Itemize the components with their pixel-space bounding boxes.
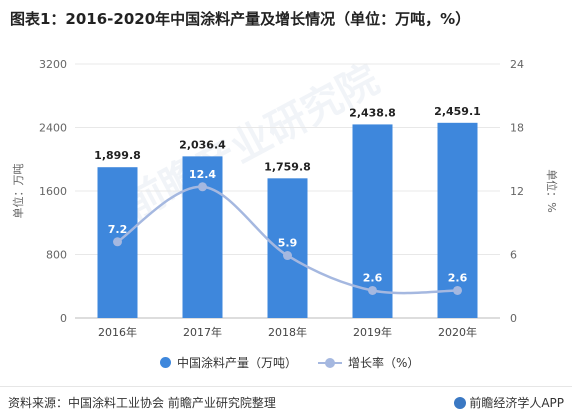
growth-point: [113, 237, 122, 247]
y2-tick-label: 24: [510, 58, 524, 71]
bar-value-label: 2,036.4: [179, 138, 226, 151]
y2-tick-label: 18: [510, 122, 524, 135]
growth-value-label: 5.9: [278, 237, 298, 250]
y-tick-label: 0: [60, 312, 67, 325]
growth-value-label: 2.6: [363, 271, 383, 284]
y-axis-title: 单位：万吨: [11, 164, 25, 219]
footer-divider: [0, 386, 572, 387]
growth-point: [368, 285, 377, 295]
y-tick-label: 1600: [39, 185, 67, 198]
x-tick-label: 2017年: [183, 325, 222, 339]
legend-line-swatch: [318, 357, 342, 368]
y2-tick-label: 0: [510, 312, 517, 325]
y-tick-label: 2400: [39, 122, 67, 135]
chart-title: 图表1：2016-2020年中国涂料产量及增长情况（单位：万吨，%）: [10, 10, 471, 28]
x-tick-label: 2020年: [438, 325, 477, 339]
footer: 资料来源：中国涂料工业协会 前瞻产业研究院整理 前瞻经济学人APP: [0, 382, 572, 420]
legend-bar-label: 中国涂料产量（万吨）: [177, 356, 298, 370]
growth-point: [198, 182, 207, 192]
bar-value-label: 2,459.1: [434, 105, 481, 118]
y2-tick-label: 6: [510, 249, 517, 262]
bar-value-label: 2,438.8: [349, 106, 396, 119]
growth-value-label: 2.6: [448, 271, 468, 284]
brand: 前瞻经济学人APP: [454, 394, 564, 411]
x-tick-label: 2019年: [353, 325, 392, 339]
y-tick-label: 800: [46, 249, 67, 262]
x-tick-label: 2016年: [98, 325, 137, 339]
legend-line-label: 增长率（%）: [348, 356, 420, 370]
source-text: 资料来源：中国涂料工业协会 前瞻产业研究院整理: [8, 396, 276, 410]
y2-tick-label: 12: [510, 185, 524, 198]
brand-logo-icon: [454, 397, 467, 409]
bar: [352, 124, 393, 318]
x-tick-label: 2018年: [268, 325, 307, 339]
bar: [267, 178, 308, 318]
bar-value-label: 1,899.8: [94, 149, 141, 162]
legend-item-bar: 中国涂料产量（万吨）: [160, 354, 297, 371]
chart: 0 800 1600 2400 3200 0 6 12 18 24 单位：万吨 单位：% 1,899.8…: [11, 58, 559, 339]
legend-item-line: 增长率（%）: [318, 354, 419, 371]
y-tick-label: 3200: [39, 58, 67, 71]
growth-point: [453, 285, 462, 295]
legend-bar-swatch: [160, 357, 171, 368]
brand-text: 前瞻经济学人APP: [469, 396, 564, 410]
growth-value-label: 7.2: [108, 223, 128, 236]
bar-value-label: 1,759.8: [264, 160, 311, 173]
legend: 中国涂料产量（万吨） 增长率（%）: [0, 354, 572, 374]
y2-axis-title: 单位：%: [545, 169, 559, 212]
growth-point: [283, 251, 292, 261]
bar: [437, 122, 478, 319]
growth-value-label: 12.4: [189, 168, 216, 181]
